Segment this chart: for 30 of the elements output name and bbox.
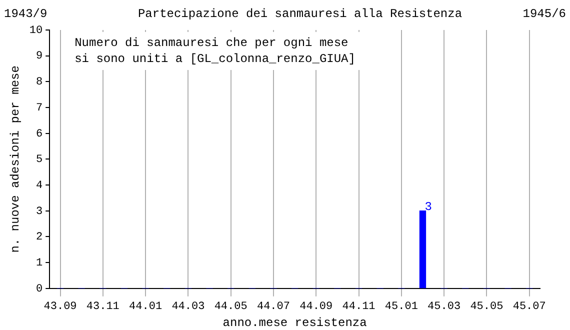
x-tick-label: 45.03 xyxy=(428,300,461,313)
x-tick-label: 43.09 xyxy=(44,300,77,313)
text: 1943/9 xyxy=(4,7,48,22)
y-tick-label: 10 xyxy=(29,24,43,37)
y-tick-label: 9 xyxy=(36,50,43,63)
annotation: Numero di sanmauresi che per ogni mese si sono uniti a [GL_colonna_renzo_GIUA] xyxy=(74,36,356,66)
x-tick-label: 44.05 xyxy=(214,300,248,313)
y-tick-label: 7 xyxy=(36,102,43,114)
y-tick-label: 8 xyxy=(36,76,43,89)
y-tick-label: 5 xyxy=(36,154,43,166)
x-tick-label: 44.07 xyxy=(256,300,290,313)
y-tick-label: 0 xyxy=(36,283,43,296)
x-tick-label: 45.05 xyxy=(470,300,504,313)
data-label: 3 xyxy=(424,200,432,214)
y-tick-label: 3 xyxy=(36,206,43,218)
x-tick-label: 45.01 xyxy=(384,300,418,313)
x-tick-label: 45.07 xyxy=(512,300,546,313)
chart-title: Partecipazione dei sanmauresi alla Resistenza xyxy=(138,7,462,22)
y-tick-label: 1 xyxy=(36,257,43,270)
y-tick-label: 6 xyxy=(36,128,43,140)
x-tick-label: 44.11 xyxy=(342,300,376,313)
y-tick-label: 2 xyxy=(36,232,43,244)
x-axis-title: anno.mese resistenza xyxy=(222,316,367,330)
x-tick-label: 44.09 xyxy=(300,300,333,313)
text: 1945/6 xyxy=(522,7,566,22)
x-tick-label: 44.01 xyxy=(129,300,162,313)
x-tick-label: 44.03 xyxy=(172,300,205,313)
y-axis-title: n. nuove adesioni per mese xyxy=(8,66,22,253)
x-tick-label: 43.11 xyxy=(86,300,120,313)
y-tick-label: 4 xyxy=(36,180,43,192)
